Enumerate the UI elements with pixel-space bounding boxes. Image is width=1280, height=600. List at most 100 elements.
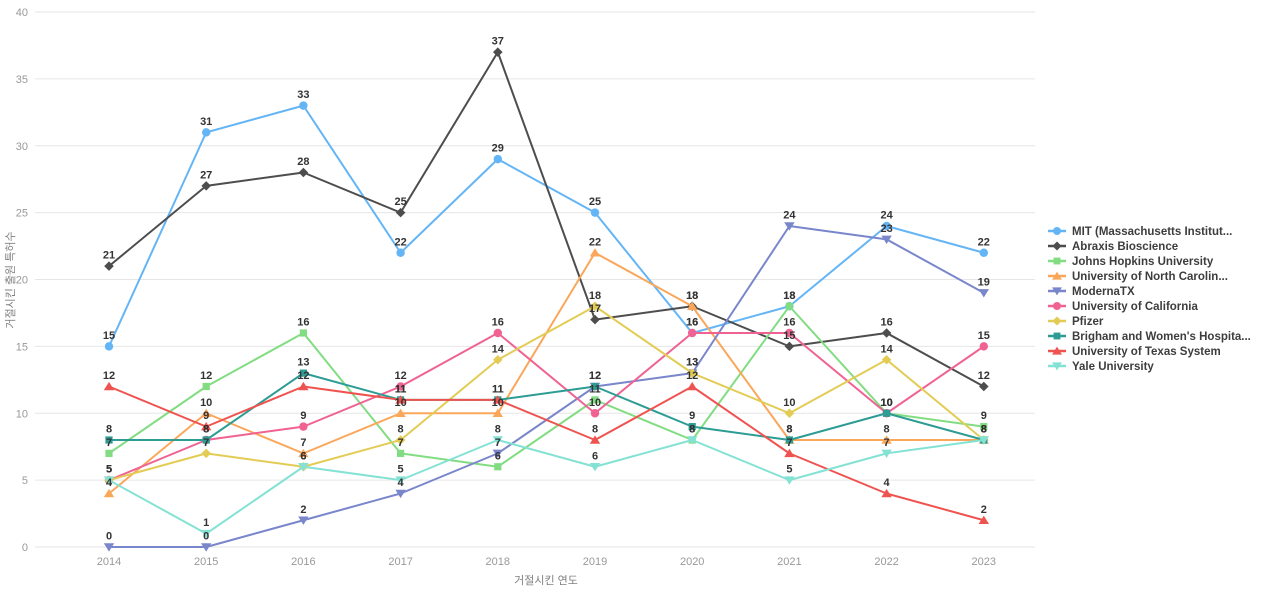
point-value-label: 24	[783, 210, 796, 222]
legend-item-4[interactable]: University of North Carolin...	[1048, 271, 1228, 283]
legend-item-10[interactable]: Yale University	[1048, 361, 1154, 373]
x-tick-label: 2022	[874, 556, 898, 568]
point-value-label: 12	[394, 370, 406, 382]
data-point-icon	[784, 222, 795, 231]
point-value-label: 8	[981, 424, 987, 436]
series-line	[108, 51, 985, 388]
series-line	[108, 305, 985, 468]
data-point-icon	[103, 543, 115, 552]
data-point-icon	[1053, 257, 1061, 265]
point-value-label: 22	[394, 236, 406, 248]
legend-item-3[interactable]: Johns Hopkins University	[1048, 256, 1214, 268]
point-value-label: 18	[783, 290, 795, 302]
point-value-label: 8	[398, 424, 404, 436]
legend-item-6[interactable]: University of California	[1048, 301, 1198, 313]
point-value-label: 27	[200, 169, 212, 181]
point-value-label: 23	[880, 223, 892, 235]
legend-item-1[interactable]: MIT (Massachusetts Institut...	[1048, 226, 1232, 238]
point-value-label: 12	[200, 370, 212, 382]
point-value-label: 25	[394, 196, 406, 208]
y-tick-label: 25	[16, 208, 28, 220]
data-point-icon	[298, 167, 309, 178]
data-point-icon	[201, 448, 211, 459]
data-point-icon	[881, 449, 892, 458]
point-value-label: 5	[106, 464, 112, 476]
data-point-icon	[492, 436, 503, 445]
point-value-label: 10	[200, 397, 212, 409]
data-point-icon	[785, 436, 793, 444]
y-tick-label: 40	[16, 7, 28, 19]
point-value-label: 8	[106, 424, 112, 436]
point-value-label: 21	[103, 250, 115, 262]
series-line	[108, 332, 985, 482]
data-point-icon	[202, 128, 211, 137]
data-point-icon	[201, 181, 211, 191]
point-value-label: 12	[978, 370, 990, 382]
data-point-icon	[979, 381, 989, 392]
data-point-icon	[784, 476, 795, 485]
point-value-label: 7	[495, 437, 501, 449]
point-value-label: 11	[492, 383, 504, 395]
legend-item-2[interactable]: Abraxis Bioscience	[1048, 241, 1178, 253]
data-point-icon	[105, 449, 113, 457]
legend-label: Johns Hopkins University	[1072, 256, 1214, 268]
point-value-label: 13	[686, 357, 698, 369]
point-value-label: 13	[686, 357, 698, 369]
data-point-icon	[687, 381, 698, 391]
point-value-label: 10	[394, 397, 406, 409]
legend-item-7[interactable]: Pfizer	[1048, 316, 1104, 328]
series-9	[103, 381, 989, 525]
data-point-icon	[590, 301, 600, 312]
legend-label: MIT (Massachusetts Institut...	[1072, 226, 1232, 238]
point-value-label: 7	[300, 437, 306, 449]
point-value-label: 11	[395, 383, 407, 395]
point-value-label: 15	[103, 330, 115, 342]
data-point-icon	[979, 248, 988, 257]
data-point-icon	[881, 328, 892, 338]
point-value-label: 5	[106, 464, 112, 476]
data-point-icon	[104, 261, 114, 271]
legend-item-5[interactable]: ModernaTX	[1048, 286, 1135, 298]
x-tick-label: 2014	[97, 556, 121, 568]
point-value-label: 6	[300, 450, 306, 462]
data-point-icon	[396, 248, 405, 257]
data-point-icon	[493, 354, 503, 365]
x-tick-label: 2016	[291, 556, 315, 568]
y-tick-label: 10	[16, 408, 28, 420]
legend-item-8[interactable]: Brigham and Women's Hospita...	[1048, 331, 1251, 343]
point-value-label: 8	[592, 424, 598, 436]
point-value-label: 14	[880, 343, 893, 355]
data-point-icon	[103, 488, 115, 498]
data-point-icon	[103, 381, 115, 391]
legend-label: Abraxis Bioscience	[1072, 241, 1178, 253]
data-point-icon	[492, 395, 503, 404]
data-point-icon	[688, 328, 697, 338]
y-tick-label: 0	[22, 542, 28, 554]
legend-item-9[interactable]: University of Texas System	[1048, 346, 1221, 358]
point-value-label: 10	[880, 397, 892, 409]
point-value-label: 8	[884, 424, 890, 436]
point-value-label: 9	[203, 410, 209, 422]
data-point-icon	[1052, 362, 1062, 371]
point-value-label: 2	[981, 504, 987, 516]
point-value-label: 29	[492, 143, 504, 155]
point-value-label: 8	[203, 424, 209, 436]
point-value-label: 19	[978, 276, 990, 288]
data-point-icon	[1053, 302, 1061, 310]
data-point-icon	[299, 101, 308, 110]
data-point-icon	[103, 476, 115, 485]
point-value-label: 6	[592, 450, 598, 462]
point-value-label: 15	[978, 330, 990, 342]
data-point-icon	[590, 409, 600, 418]
point-value-label: 6	[300, 450, 306, 462]
x-tick-label: 2019	[583, 556, 607, 568]
data-point-icon	[589, 435, 601, 444]
point-value-label: 8	[203, 424, 209, 436]
point-value-label: 12	[103, 370, 115, 382]
data-point-icon	[591, 396, 599, 404]
data-point-icon	[493, 47, 503, 57]
data-point-icon	[201, 422, 212, 431]
point-value-label: 16	[297, 317, 309, 329]
data-point-icon	[978, 515, 989, 525]
